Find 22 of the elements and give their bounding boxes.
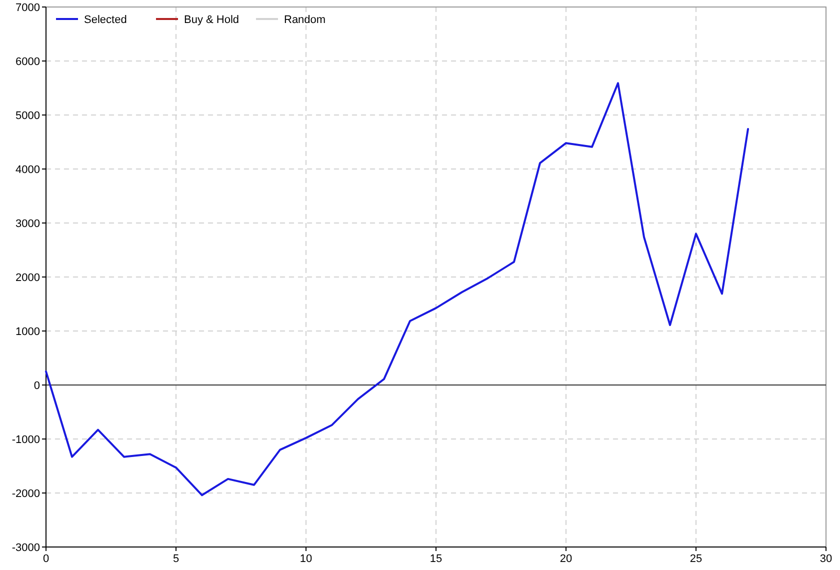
- y-tick-label: 6000: [16, 56, 40, 68]
- y-tick-label: 2000: [16, 272, 40, 284]
- y-tick-label: 1000: [16, 326, 40, 338]
- y-tick-label: -2000: [12, 488, 40, 500]
- x-tick-label: 30: [820, 553, 832, 565]
- y-tick-label: 4000: [16, 164, 40, 176]
- legend-label: Buy & Hold: [184, 14, 240, 26]
- legend-label: Random: [284, 14, 326, 26]
- y-tick-label: 0: [34, 380, 40, 392]
- y-tick-label: -3000: [12, 542, 40, 554]
- y-tick-label: 5000: [16, 110, 40, 122]
- x-tick-label: 20: [560, 553, 572, 565]
- x-tick-label: 25: [690, 553, 702, 565]
- x-tick-label: 5: [172, 553, 180, 565]
- x-tick-label: 0: [42, 553, 50, 565]
- x-tick-label: 15: [430, 553, 442, 565]
- line-series: [45, 82, 749, 496]
- legend-label: Selected: [84, 14, 127, 26]
- x-tick-label: 10: [300, 553, 312, 565]
- y-tick-label: -1000: [12, 434, 40, 446]
- y-tick-label: 3000: [16, 218, 40, 230]
- y-tick-label: 7000: [16, 2, 40, 14]
